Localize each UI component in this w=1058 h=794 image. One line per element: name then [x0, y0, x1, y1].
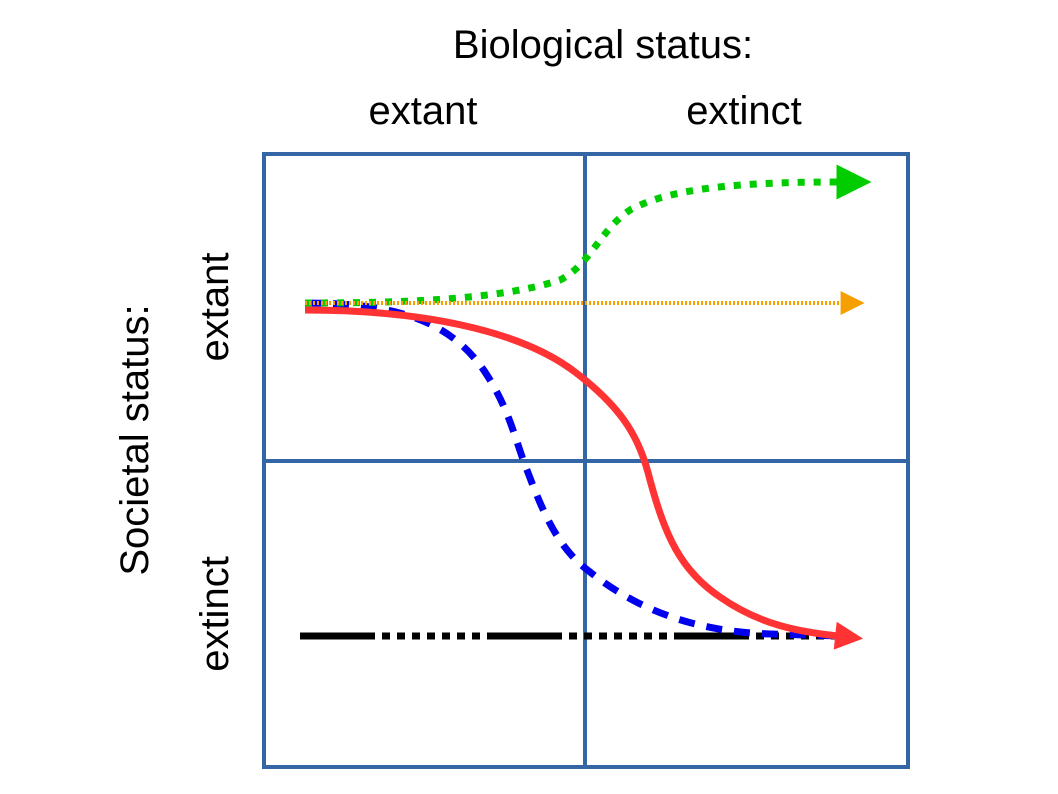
trajectories	[300, 164, 872, 650]
column-label-extant: extant	[369, 89, 478, 133]
green-dotted-curve	[304, 164, 872, 307]
blue-dashed-curve	[304, 299, 843, 640]
biological-status-title: Biological status:	[453, 23, 753, 67]
red-solid-curve	[304, 306, 864, 650]
row-label-extant: extant	[193, 253, 237, 362]
column-label-extinct: extinct	[686, 89, 802, 133]
societal-status-title: Societal status:	[113, 304, 157, 575]
matrix-grid	[262, 152, 910, 769]
row-label-extinct: extinct	[193, 556, 237, 672]
